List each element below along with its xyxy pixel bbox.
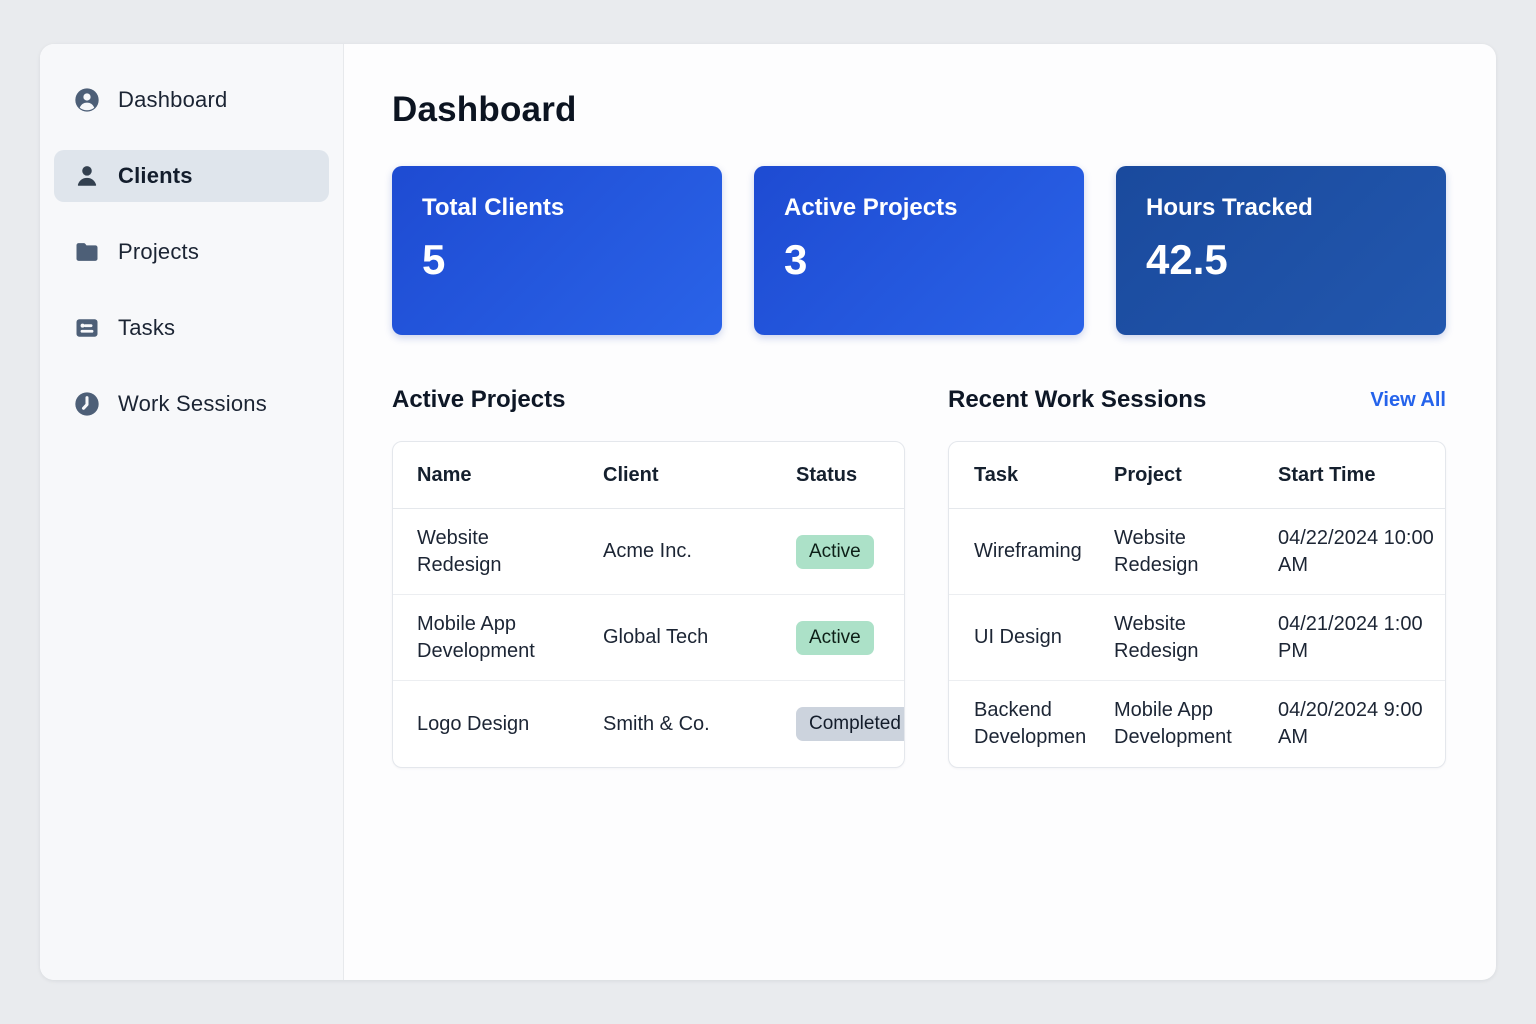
- sidebar-item-work-sessions[interactable]: Work Sessions: [54, 378, 329, 430]
- table-header-row: Name Client Status: [393, 442, 904, 509]
- content-columns: Active Projects Name Client Status Websi…: [392, 385, 1446, 768]
- status-badge: Completed: [796, 707, 904, 741]
- column-header-task: Task: [974, 463, 1019, 486]
- table-row[interactable]: Logo Design Smith & Co. Completed: [393, 681, 904, 767]
- sidebar-item-dashboard[interactable]: Dashboard: [54, 74, 329, 126]
- status-badge: Active: [796, 620, 874, 655]
- session-project: Mobile App Development: [1114, 699, 1232, 748]
- project-client: Smith & Co.: [603, 712, 710, 735]
- recent-sessions-title: Recent Work Sessions: [948, 386, 1207, 413]
- task-card-icon: [73, 314, 101, 342]
- session-start-time: 04/20/2024 9:00 AM: [1278, 699, 1423, 748]
- project-name: Website Redesign: [417, 526, 502, 576]
- table-row[interactable]: UI Design Website Redesign 04/21/2024 1:…: [949, 595, 1445, 681]
- column-header-name: Name: [417, 463, 472, 486]
- user-icon: [73, 162, 101, 190]
- project-name: Mobile App Development: [417, 612, 535, 662]
- stat-value: 42.5: [1146, 236, 1228, 283]
- stat-label: Hours Tracked: [1146, 194, 1313, 221]
- sidebar-item-label: Dashboard: [118, 87, 228, 112]
- stat-label: Active Projects: [784, 194, 958, 221]
- recent-sessions-section: Recent Work Sessions View All Task Proje…: [948, 385, 1446, 768]
- stat-label: Total Clients: [422, 194, 565, 221]
- table-row[interactable]: Website Redesign Acme Inc. Active: [393, 509, 904, 595]
- project-client: Global Tech: [603, 626, 709, 648]
- sidebar-item-label: Work Sessions: [118, 391, 267, 416]
- sidebar-item-clients[interactable]: Clients: [54, 150, 329, 202]
- session-start-time: 04/21/2024 1:00 PM: [1278, 612, 1423, 662]
- sidebar-item-projects[interactable]: Projects: [54, 226, 329, 278]
- active-projects-table: Name Client Status Website Redesign Acme…: [392, 441, 905, 768]
- active-projects-section: Active Projects Name Client Status Websi…: [392, 385, 905, 768]
- session-project: Website Redesign: [1114, 612, 1199, 662]
- project-client: Acme Inc.: [603, 540, 692, 562]
- app-window: Dashboard Clients Projects: [40, 44, 1496, 980]
- active-projects-title: Active Projects: [392, 386, 566, 413]
- recent-sessions-table: Task Project Start Time Wireframing Webs…: [948, 441, 1446, 768]
- stat-card-hours-tracked: Hours Tracked 42.5: [1116, 166, 1446, 335]
- folder-icon: [73, 238, 101, 266]
- session-task: Backend Developmen: [974, 699, 1087, 748]
- status-badge: Active: [796, 534, 874, 569]
- session-start-time: 04/22/2024 10:00 AM: [1278, 526, 1434, 576]
- sidebar-item-tasks[interactable]: Tasks: [54, 302, 329, 354]
- user-circle-icon: [73, 86, 101, 114]
- sidebar: Dashboard Clients Projects: [40, 44, 344, 980]
- column-header-project: Project: [1114, 463, 1182, 486]
- table-row[interactable]: Wireframing Website Redesign 04/22/2024 …: [949, 509, 1445, 595]
- table-row[interactable]: Backend Developmen Mobile App Developmen…: [949, 681, 1445, 767]
- stat-value: 5: [422, 236, 446, 283]
- sidebar-item-label: Tasks: [118, 315, 176, 340]
- stats-row: Total Clients 5 Active Projects 3 Hours …: [392, 166, 1446, 335]
- sidebar-item-label: Projects: [118, 239, 200, 264]
- project-name: Logo Design: [417, 712, 530, 735]
- main-content: Dashboard Total Clients 5 Active Project…: [344, 44, 1496, 980]
- table-row[interactable]: Mobile App Development Global Tech Activ…: [393, 595, 904, 681]
- sidebar-item-label: Clients: [118, 163, 193, 188]
- clock-icon: [73, 390, 101, 418]
- session-task: UI Design: [974, 626, 1062, 648]
- table-header-row: Task Project Start Time: [949, 442, 1445, 509]
- stat-card-total-clients: Total Clients 5: [392, 166, 722, 335]
- column-header-start-time: Start Time: [1278, 463, 1376, 486]
- column-header-client: Client: [603, 463, 659, 486]
- stat-card-active-projects: Active Projects 3: [754, 166, 1084, 335]
- session-project: Website Redesign: [1114, 526, 1199, 576]
- column-header-status: Status: [796, 463, 858, 486]
- session-task: Wireframing: [974, 540, 1082, 562]
- stat-value: 3: [784, 236, 808, 283]
- page-title: Dashboard: [392, 90, 577, 129]
- view-all-link[interactable]: View All: [1370, 388, 1446, 411]
